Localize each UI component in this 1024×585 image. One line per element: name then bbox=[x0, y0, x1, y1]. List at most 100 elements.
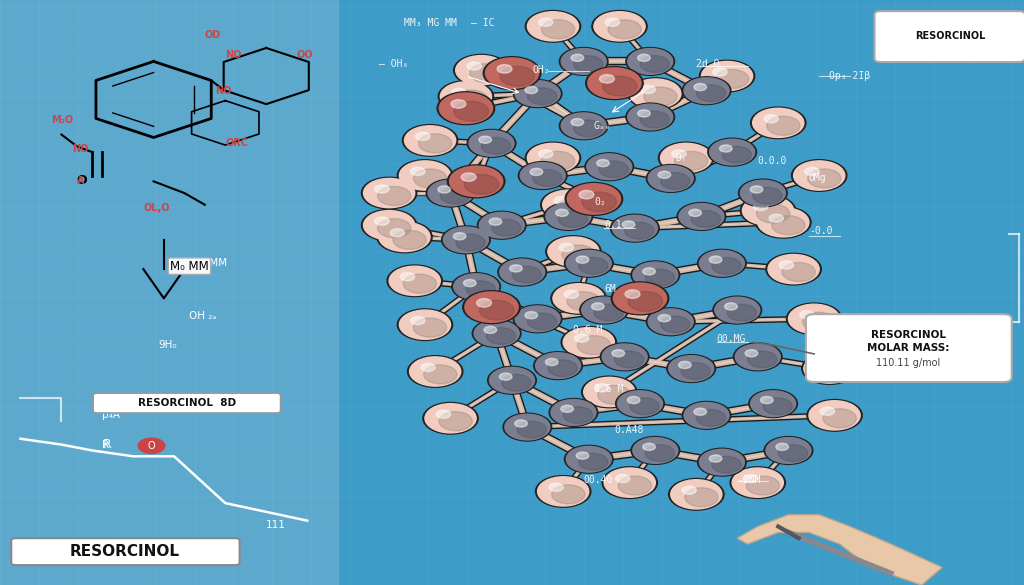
Circle shape bbox=[530, 168, 543, 176]
Circle shape bbox=[518, 161, 567, 190]
Text: R: R bbox=[102, 439, 110, 449]
Circle shape bbox=[735, 344, 780, 370]
Circle shape bbox=[710, 256, 722, 263]
Circle shape bbox=[740, 195, 796, 226]
Circle shape bbox=[756, 207, 811, 238]
Circle shape bbox=[538, 477, 589, 506]
Circle shape bbox=[740, 180, 785, 206]
Circle shape bbox=[776, 443, 788, 450]
Circle shape bbox=[479, 136, 492, 143]
Circle shape bbox=[730, 467, 785, 498]
Circle shape bbox=[582, 297, 627, 323]
Circle shape bbox=[645, 445, 675, 462]
Text: OH₂: OH₂ bbox=[532, 65, 550, 75]
Circle shape bbox=[517, 421, 547, 438]
Circle shape bbox=[551, 400, 596, 425]
Circle shape bbox=[645, 269, 675, 286]
Circle shape bbox=[557, 198, 590, 217]
Circle shape bbox=[505, 414, 550, 440]
Circle shape bbox=[481, 137, 511, 154]
Circle shape bbox=[548, 360, 578, 377]
Circle shape bbox=[440, 187, 470, 204]
Circle shape bbox=[542, 152, 574, 170]
Circle shape bbox=[561, 405, 573, 412]
Circle shape bbox=[378, 219, 411, 238]
Circle shape bbox=[558, 211, 588, 228]
Circle shape bbox=[404, 126, 456, 155]
Circle shape bbox=[397, 160, 453, 191]
Circle shape bbox=[595, 384, 609, 392]
Circle shape bbox=[660, 143, 712, 173]
Circle shape bbox=[573, 56, 603, 73]
Polygon shape bbox=[737, 515, 942, 585]
Circle shape bbox=[671, 480, 722, 509]
Circle shape bbox=[562, 245, 595, 264]
Circle shape bbox=[464, 280, 476, 287]
Bar bbox=[0, 0, 338, 585]
Circle shape bbox=[602, 467, 657, 498]
Text: M₂O: M₂O bbox=[51, 115, 74, 125]
Circle shape bbox=[660, 173, 690, 190]
Circle shape bbox=[466, 281, 496, 298]
Circle shape bbox=[694, 408, 707, 415]
Text: NO: NO bbox=[72, 144, 88, 154]
Circle shape bbox=[625, 222, 654, 239]
Circle shape bbox=[500, 373, 512, 380]
Circle shape bbox=[474, 321, 519, 346]
Circle shape bbox=[594, 304, 624, 321]
Circle shape bbox=[628, 78, 683, 109]
Circle shape bbox=[564, 290, 579, 298]
Circle shape bbox=[625, 290, 640, 298]
Circle shape bbox=[669, 479, 724, 510]
Circle shape bbox=[792, 160, 847, 191]
Circle shape bbox=[715, 297, 760, 323]
Circle shape bbox=[615, 390, 665, 418]
Circle shape bbox=[586, 67, 643, 99]
Circle shape bbox=[701, 61, 753, 91]
Circle shape bbox=[788, 304, 840, 333]
Circle shape bbox=[454, 274, 499, 300]
Circle shape bbox=[500, 66, 535, 86]
Circle shape bbox=[631, 261, 680, 289]
Circle shape bbox=[563, 407, 593, 424]
Circle shape bbox=[408, 356, 463, 387]
Circle shape bbox=[713, 296, 762, 324]
Circle shape bbox=[561, 113, 606, 139]
Circle shape bbox=[450, 166, 503, 197]
Text: 00.40: 00.40 bbox=[584, 474, 613, 484]
Circle shape bbox=[779, 261, 794, 269]
Circle shape bbox=[549, 483, 563, 491]
Circle shape bbox=[456, 56, 507, 85]
Circle shape bbox=[643, 443, 655, 450]
Circle shape bbox=[710, 455, 722, 462]
Circle shape bbox=[685, 488, 718, 507]
Circle shape bbox=[727, 304, 757, 321]
Circle shape bbox=[463, 291, 520, 324]
Text: NO: NO bbox=[215, 85, 231, 95]
Circle shape bbox=[757, 204, 790, 223]
FancyBboxPatch shape bbox=[11, 538, 240, 565]
Circle shape bbox=[658, 142, 714, 174]
Circle shape bbox=[469, 130, 514, 156]
Circle shape bbox=[539, 150, 553, 158]
Text: ORC: ORC bbox=[225, 138, 248, 148]
Circle shape bbox=[638, 110, 650, 117]
Circle shape bbox=[598, 386, 631, 404]
Circle shape bbox=[749, 390, 798, 418]
Circle shape bbox=[520, 163, 565, 188]
Circle shape bbox=[489, 367, 535, 393]
Circle shape bbox=[696, 85, 726, 102]
Circle shape bbox=[746, 476, 779, 495]
Circle shape bbox=[615, 474, 630, 483]
Circle shape bbox=[818, 362, 851, 381]
Circle shape bbox=[455, 90, 487, 109]
Circle shape bbox=[763, 398, 793, 415]
Circle shape bbox=[679, 204, 724, 229]
Circle shape bbox=[712, 456, 741, 473]
Circle shape bbox=[646, 164, 695, 192]
Circle shape bbox=[611, 282, 669, 315]
Text: OO: OO bbox=[297, 50, 313, 60]
Circle shape bbox=[579, 453, 608, 470]
Circle shape bbox=[439, 93, 493, 123]
Circle shape bbox=[552, 485, 585, 504]
